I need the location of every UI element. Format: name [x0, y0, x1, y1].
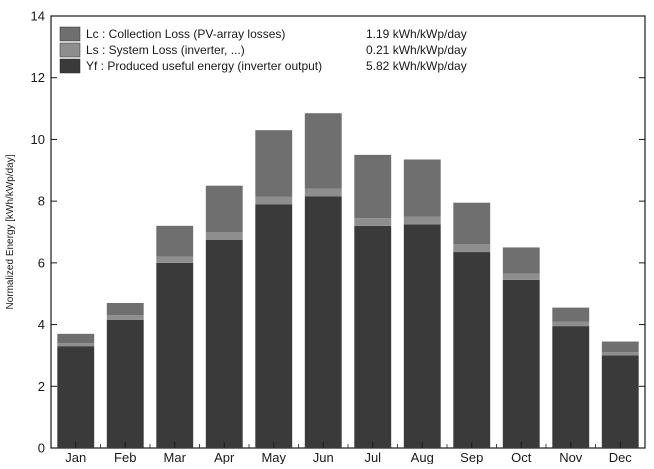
bar-segment-lc-jan	[57, 333, 95, 344]
bar-segment-ls-nov	[552, 321, 590, 327]
bar-segment-ls-aug	[403, 216, 441, 225]
bar-segment-ls-mar	[156, 256, 194, 263]
legend-label: Ls : System Loss (inverter, ...)	[86, 43, 245, 57]
bar-segment-ls-may	[255, 196, 293, 205]
x-tick-label: Oct	[511, 450, 532, 464]
bar-segment-lc-oct	[502, 247, 540, 274]
bar-segment-ls-oct	[502, 273, 540, 280]
bar-segment-lc-apr	[205, 185, 243, 232]
bar-segment-yf-may	[255, 204, 293, 448]
bar-segment-ls-jan	[57, 343, 95, 347]
x-tick-label: Nov	[559, 450, 583, 464]
bar-segment-lc-jul	[354, 154, 392, 219]
bar-segment-lc-may	[255, 130, 293, 197]
bar-segment-yf-mar	[156, 262, 194, 448]
y-tick-label: 6	[38, 255, 45, 270]
bar-segment-yf-jan	[57, 346, 95, 448]
x-tick-label: Dec	[609, 450, 633, 464]
legend-value: 0.21 kWh/kWp/day	[366, 43, 467, 57]
y-tick-label: 2	[38, 379, 45, 394]
bar-segment-lc-aug	[403, 159, 441, 217]
bar-segment-ls-jul	[354, 218, 392, 226]
x-tick-label: May	[261, 450, 286, 464]
bar-segment-yf-jun	[304, 196, 342, 448]
y-axis-label: Normalized Energy [kWh/kWp/day]	[5, 154, 16, 309]
bar-segment-lc-jun	[304, 113, 342, 189]
bar-segment-yf-oct	[502, 279, 540, 448]
x-tick-label: Mar	[164, 450, 187, 464]
x-tick-label: Apr	[214, 450, 235, 464]
x-tick-label: Jul	[364, 450, 381, 464]
bar-segment-lc-sep	[453, 202, 491, 245]
bars-layer	[57, 113, 639, 448]
bar-segment-yf-nov	[552, 326, 590, 448]
x-tick-label: Aug	[411, 450, 434, 464]
legend-swatch	[59, 58, 81, 74]
bar-segment-lc-feb	[106, 302, 144, 316]
bar-segment-yf-feb	[106, 319, 144, 448]
x-tick-label: Feb	[114, 450, 136, 464]
legend-swatch	[59, 42, 81, 58]
bar-segment-yf-sep	[453, 252, 491, 448]
y-tick-label: 4	[38, 317, 45, 332]
bar-segment-yf-aug	[403, 224, 441, 448]
x-tick-label: Jan	[65, 450, 86, 464]
bar-segment-ls-jun	[304, 188, 342, 197]
ticks-layer: 0 2 4 6 8 10 12 14 Jan Feb Mar Apr May Jun Jul Aug Sep Oc…	[31, 9, 645, 465]
legend-swatch	[59, 26, 81, 42]
y-tick-label: 10	[31, 132, 45, 147]
plot-area	[50, 15, 646, 449]
bar-segment-yf-dec	[601, 355, 639, 448]
x-tick-label: Sep	[460, 450, 483, 464]
bar-segment-lc-dec	[601, 341, 639, 353]
legend-label: Lc : Collection Loss (PV-array losses)	[86, 27, 285, 41]
legend: Lc : Collection Loss (PV-array losses) 1.…	[59, 26, 467, 74]
y-tick-label: 12	[31, 70, 45, 85]
y-tick-label: 0	[38, 441, 45, 456]
bar-segment-yf-apr	[205, 239, 243, 448]
bar-segment-yf-jul	[354, 225, 392, 448]
y-tick-label: 14	[31, 9, 45, 24]
y-tick-label: 8	[38, 194, 45, 209]
bar-segment-ls-apr	[205, 232, 243, 240]
bar-segment-ls-sep	[453, 244, 491, 253]
legend-value: 1.19 kWh/kWp/day	[366, 27, 467, 41]
bar-segment-lc-mar	[156, 225, 194, 257]
x-tick-label: Jun	[313, 450, 334, 464]
bar-segment-lc-nov	[552, 307, 590, 322]
legend-value: 5.82 kWh/kWp/day	[366, 59, 467, 73]
bar-segment-ls-dec	[601, 352, 639, 356]
bar-segment-ls-feb	[106, 315, 144, 320]
legend-label: Yf : Produced useful energy (inverter ou…	[86, 59, 322, 73]
